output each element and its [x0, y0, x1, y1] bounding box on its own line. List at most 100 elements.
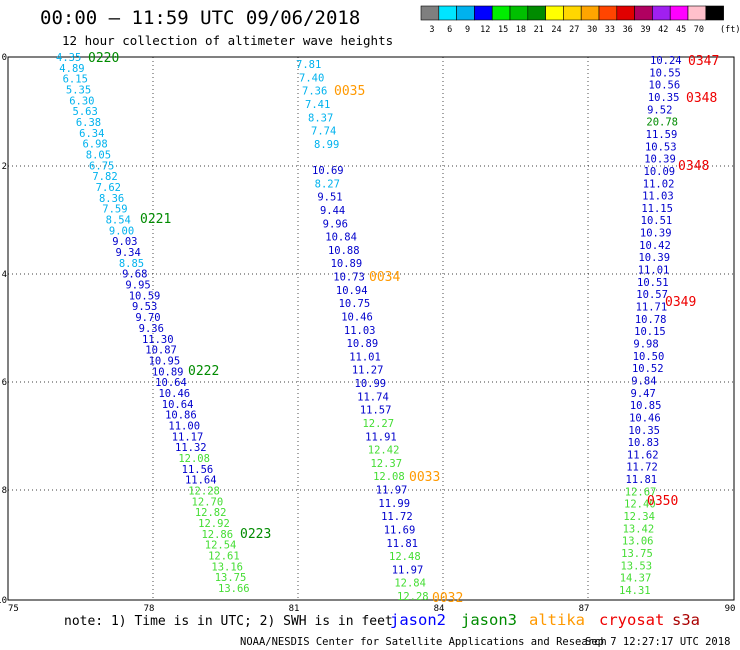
latitude-tick-label: 0 — [2, 53, 7, 63]
color-scale-label: 24 — [551, 25, 561, 35]
wave-height-value: 8.27 — [315, 178, 340, 190]
wave-height-value: 9.95 — [125, 280, 150, 292]
map-subtitle: 12 hour collection of altimeter wave hei… — [62, 33, 393, 48]
wave-height-value: 10.69 — [312, 165, 344, 177]
wave-height-value: 13.16 — [211, 561, 243, 573]
wave-height-value: 12.48 — [389, 551, 421, 563]
wave-height-value: 20.78 — [646, 117, 678, 129]
wave-height-value: 4.89 — [59, 63, 84, 75]
wave-height-value: 8.05 — [86, 150, 111, 162]
wave-height-value: 10.86 — [165, 410, 197, 422]
color-scale-label: 6 — [447, 25, 452, 35]
wave-height-value: 9.00 — [109, 225, 134, 237]
wave-height-value: 10.56 — [649, 80, 681, 92]
color-scale-swatch — [491, 5, 511, 21]
wave-height-value: 11.81 — [386, 538, 418, 550]
wave-height-value: 8.99 — [314, 139, 339, 151]
pass-time-label: 0221 — [140, 212, 171, 227]
wave-height-value: 9.70 — [135, 312, 160, 324]
wave-height-value: 10.46 — [341, 311, 373, 323]
wave-height-value: 14.37 — [620, 573, 652, 585]
longitude-tick-label: 78 — [144, 604, 155, 614]
wave-height-value: 10.51 — [637, 277, 669, 289]
color-scale-swatch — [616, 5, 635, 21]
wave-height-value: 10.15 — [634, 326, 666, 338]
latitude-tick-label: -4 — [0, 270, 7, 280]
longitude-tick-label: 90 — [725, 604, 736, 614]
wave-height-value: 10.55 — [649, 67, 681, 79]
wave-height-value: 7.74 — [311, 126, 336, 138]
wave-height-value: 11.64 — [185, 475, 217, 487]
wave-height-value: 9.36 — [139, 323, 164, 335]
satellite-legend-jason2: jason2 — [390, 611, 446, 629]
wave-height-value: 12.08 — [178, 453, 210, 465]
wave-height-value: 12.82 — [195, 507, 227, 519]
wave-height-value: 10.95 — [149, 355, 181, 367]
color-scale-swatch — [705, 5, 724, 21]
wave-height-value: 10.75 — [339, 298, 371, 310]
wave-height-value: 11.15 — [641, 203, 673, 215]
wave-height-value: 11.01 — [638, 265, 670, 277]
timestamp-text: Sep 7 12:27:17 UTC 2018 — [585, 636, 730, 648]
color-scale-unit: (ft) — [720, 25, 740, 35]
wave-height-value: 9.47 — [631, 388, 656, 400]
wave-height-value: 12.86 — [201, 529, 233, 541]
wave-height-value: 12.92 — [198, 518, 230, 530]
wave-height-value: 10.50 — [633, 351, 665, 363]
wave-height-value: 7.62 — [96, 182, 121, 194]
color-scale-label: 3 — [429, 25, 434, 35]
wave-height-value: 10.89 — [347, 338, 379, 350]
pass-time-label: 0032 — [432, 591, 463, 606]
wave-height-value: 10.57 — [636, 289, 668, 301]
wave-height-value: 11.71 — [636, 302, 668, 314]
wave-height-value: 10.53 — [645, 141, 677, 153]
wave-height-value: 12.67 — [625, 486, 657, 498]
wave-height-value: 11.91 — [365, 431, 397, 443]
wave-height-value: 11.00 — [168, 420, 200, 432]
pass-time-label: 0350 — [647, 494, 678, 509]
wave-height-value: 10.64 — [155, 377, 187, 389]
lat-lon-grid — [7, 56, 735, 601]
wave-height-value: 10.84 — [325, 232, 357, 244]
wave-height-value: 12.70 — [192, 496, 224, 508]
pass-time-label: 0348 — [686, 91, 717, 106]
wave-height-value: 10.94 — [336, 285, 368, 297]
wave-height-value: 12.84 — [394, 578, 426, 590]
wave-height-value: 4.35 — [56, 52, 81, 64]
wave-height-value: 13.53 — [620, 560, 652, 572]
wave-height-value: 10.59 — [129, 290, 161, 302]
units-note: note: 1) Time is in UTC; 2) SWH is in fe… — [64, 614, 393, 629]
wave-height-value: 9.84 — [631, 375, 656, 387]
wave-height-value: 5.63 — [73, 106, 98, 118]
wave-height-value: 7.41 — [305, 99, 330, 111]
wave-height-value: 11.72 — [381, 511, 413, 523]
longitude-tick-label: 75 — [8, 604, 19, 614]
color-scale-swatch — [509, 5, 529, 21]
color-scale-label: 18 — [516, 25, 526, 35]
color-scale-label: 39 — [640, 25, 650, 35]
color-scale-swatch — [545, 5, 564, 21]
wave-height-value: 11.30 — [142, 334, 174, 346]
wave-height-value: 11.57 — [360, 405, 392, 417]
color-scale-swatch — [580, 5, 600, 21]
wave-height-value: 10.24 — [650, 55, 682, 67]
wave-height-value: 6.38 — [76, 117, 101, 129]
color-scale-label: 30 — [587, 25, 597, 35]
color-scale-label: 33 — [605, 25, 615, 35]
pass-time-label: 0033 — [409, 470, 440, 485]
wave-height-value: 11.03 — [642, 191, 674, 203]
pass-time-label: 0347 — [688, 54, 719, 69]
satellite-legend-altika: altika — [529, 611, 585, 629]
wave-height-value: 10.46 — [629, 412, 661, 424]
wave-height-value: 11.01 — [349, 351, 381, 363]
color-scale-swatch — [598, 5, 618, 21]
wave-height-value: 11.74 — [357, 391, 389, 403]
wave-height-value: 11.97 — [392, 564, 424, 576]
wave-height-value: 11.59 — [646, 129, 678, 141]
color-scale-label: 45 — [676, 25, 686, 35]
wave-height-value: 11.62 — [627, 449, 659, 461]
wave-height-value: 13.75 — [621, 548, 653, 560]
wave-height-value: 7.81 — [296, 59, 321, 71]
wave-height-value: 10.87 — [145, 345, 177, 357]
wave-height-value: 10.39 — [638, 252, 670, 264]
